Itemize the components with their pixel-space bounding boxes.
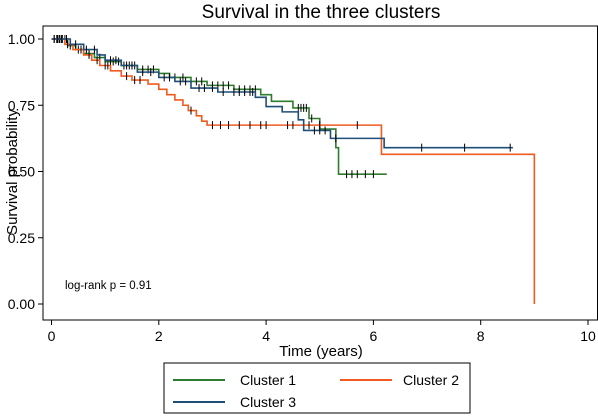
legend-label-cluster-1: Cluster 1: [240, 372, 296, 388]
curve-cluster-3: [51, 38, 513, 149]
x-tick-label: 4: [262, 328, 270, 344]
x-tick-label: 0: [48, 328, 56, 344]
curve-cluster-2: [51, 38, 536, 304]
x-tick-label: 10: [580, 328, 596, 344]
y-tick-label: 0.00: [8, 296, 35, 312]
y-tick-label: 1.00: [8, 31, 35, 47]
y-axis-title: Survival probability: [4, 109, 21, 235]
y-tick-label: 0.25: [8, 230, 35, 246]
x-tick-label: 2: [155, 328, 163, 344]
x-axis-title: Time (years): [279, 343, 363, 360]
y-tick-label: 0.50: [8, 164, 35, 180]
x-tick-label: 6: [370, 328, 378, 344]
legend: Cluster 1 Cluster 2 Cluster 3: [163, 362, 471, 414]
x-tick-label: 8: [477, 328, 485, 344]
chart-title: Survival in the three clusters: [202, 2, 441, 23]
legend-label-cluster-2: Cluster 2: [403, 372, 459, 388]
logrank-annotation: log-rank p = 0.91: [65, 280, 152, 292]
plot-area: 0.00 0.25 0.50 0.75 1.00 0 2 4 6 8 10: [8, 25, 598, 344]
y-tick-label: 0.75: [8, 97, 35, 113]
legend-label-cluster-3: Cluster 3: [240, 394, 296, 410]
legend-box: [163, 362, 471, 414]
